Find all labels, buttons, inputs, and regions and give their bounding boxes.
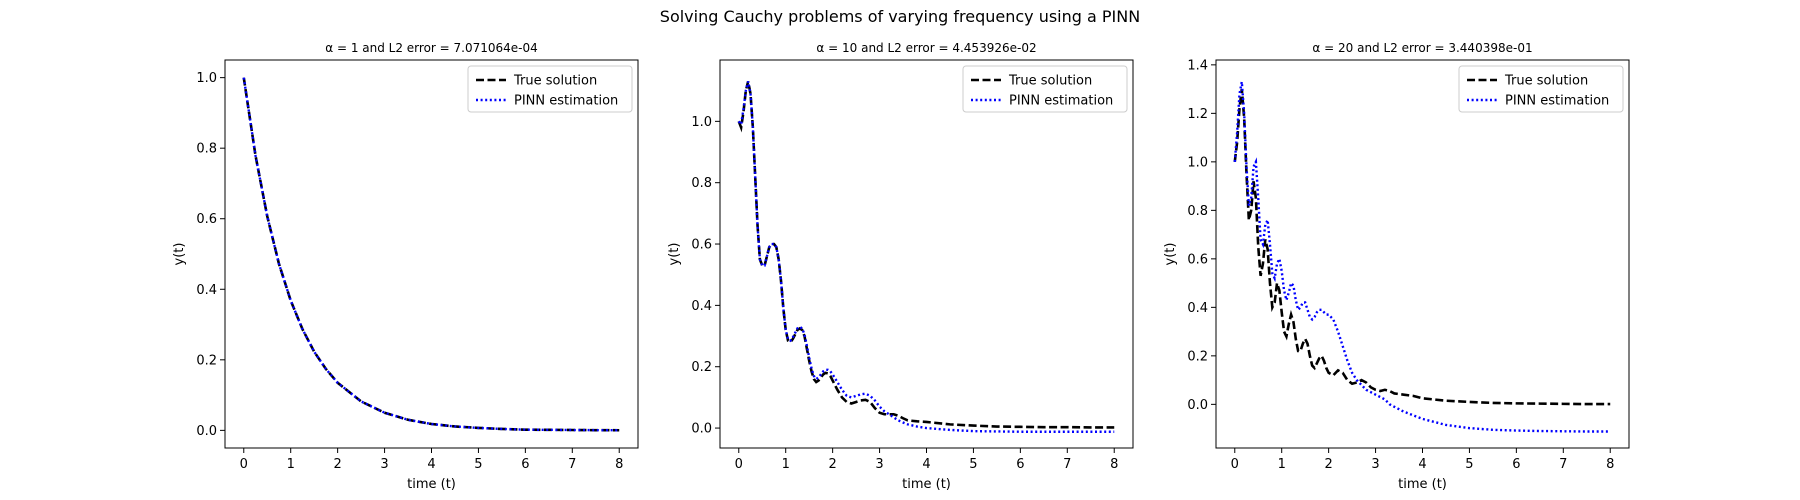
subplot-panels: 0 1 2 3 4 5 6 7 8 0.0 0.2 0.4 0.6 0.8 1.0 α = 1 and L2 … [172,41,1630,492]
y-tick-label: 1.0 [1187,155,1208,170]
pinn-estimation-line-3 [1233,81,1611,433]
subplot-3: 0 1 2 3 4 5 6 7 8 0.0 0.2 0.4 0.6 0.8 1.0 1.2 1.4 α = 20 … [1163,41,1630,492]
x-tick-label: 8 [615,457,623,472]
x-tick-label: 5 [969,457,977,472]
true-solution-line-2 [737,81,1115,429]
x-axis-label: time (t) [902,477,951,492]
x-tick-label: 0 [1231,457,1239,472]
plot-area [737,81,1115,433]
y-tick-label: 0.0 [1187,398,1208,413]
y-axis-label: y(t) [667,243,682,266]
legend-label: PINN estimation [1009,94,1113,109]
y-axis-label: y(t) [172,243,187,266]
axes-frame [1215,59,1630,449]
x-tick-label: 6 [1512,457,1520,472]
plot-area [1233,81,1611,433]
axes-frame [224,59,639,449]
x-tick-label: 1 [1278,457,1286,472]
pinn-estimation-line-2 [737,81,1115,433]
legend-label: PINN estimation [1505,94,1609,109]
legend-box [1458,65,1624,113]
axes-frame [719,59,1134,449]
legend-label: True solution [1504,74,1588,89]
legend-box [467,65,633,113]
y-tick-label: 0.8 [1187,204,1208,219]
x-tick-label: 2 [333,457,341,472]
subplot-1: 0 1 2 3 4 5 6 7 8 0.0 0.2 0.4 0.6 0.8 1.0 α = 1 and L2 … [172,41,639,492]
subplot-2: 0 1 2 3 4 5 6 7 8 0.0 0.2 0.4 0.6 0.8 1.0 α = 10 and L2… [667,41,1134,492]
y-tick-label: 0.2 [196,353,217,368]
x-axis-label: time (t) [407,477,456,492]
x-tick-label: 5 [474,457,482,472]
subplot-title: α = 1 and L2 error = 7.071064e-04 [325,41,538,55]
x-tick-label: 1 [782,457,790,472]
y-tick-label: 0.4 [691,299,712,314]
x-tick-label: 3 [875,457,883,472]
y-tick-label: 0.4 [196,283,217,298]
legend-box [962,65,1128,113]
x-tick-label: 3 [1371,457,1379,472]
x-tick-label: 5 [1465,457,1473,472]
figure-title: Solving Cauchy problems of varying frequ… [660,7,1140,26]
x-tick-label: 6 [1016,457,1024,472]
x-tick-label: 8 [1606,457,1614,472]
y-tick-label: 0.4 [1187,301,1208,316]
y-tick-label: 0.2 [691,360,712,375]
y-tick-label: 1.0 [196,71,217,86]
x-tick-label: 7 [568,457,576,472]
y-tick-label: 1.0 [691,115,712,130]
subplot-title: α = 20 and L2 error = 3.440398e-01 [1312,41,1532,55]
x-axis-label: time (t) [1398,477,1447,492]
x-tick-label: 7 [1063,457,1071,472]
y-tick-label: 0.8 [196,142,217,157]
x-tick-label: 3 [380,457,388,472]
x-tick-label: 2 [1324,457,1332,472]
subplot-title: α = 10 and L2 error = 4.453926e-02 [816,41,1036,55]
x-tick-label: 4 [427,457,435,472]
y-tick-label: 0.2 [1187,349,1208,364]
x-tick-label: 1 [287,457,295,472]
y-tick-label: 1.2 [1187,107,1208,122]
legend: True solution PINN estimation [1458,65,1624,113]
x-tick-label: 4 [922,457,930,472]
y-tick-label: 0.6 [1187,252,1208,267]
y-axis-label: y(t) [1163,243,1178,266]
legend-label: True solution [1008,74,1092,89]
x-tick-label: 0 [240,457,248,472]
plot-area [242,77,620,432]
y-tick-label: 0.0 [691,422,712,437]
x-tick-label: 0 [735,457,743,472]
y-tick-label: 0.0 [196,424,217,439]
true-solution-line-3 [1233,88,1611,406]
x-tick-label: 2 [828,457,836,472]
legend-label: PINN estimation [514,94,618,109]
y-tick-label: 1.4 [1187,58,1208,73]
x-tick-label: 7 [1559,457,1567,472]
y-tick-label: 0.8 [691,176,712,191]
true-solution-line-1 [242,77,620,432]
y-tick-label: 0.6 [196,212,217,227]
x-tick-label: 8 [1110,457,1118,472]
legend: True solution PINN estimation [467,65,633,113]
x-tick-label: 6 [521,457,529,472]
pinn-estimation-line-1 [242,77,620,432]
y-tick-label: 0.6 [691,238,712,253]
legend-label: True solution [513,74,597,89]
legend: True solution PINN estimation [962,65,1128,113]
x-tick-label: 4 [1418,457,1426,472]
